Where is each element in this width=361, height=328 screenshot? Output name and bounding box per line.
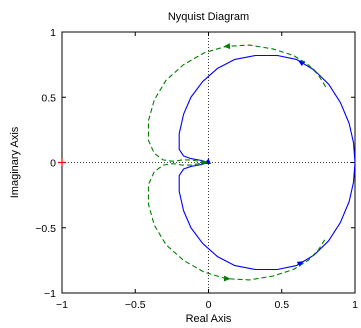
y-tick-label: 1 bbox=[50, 27, 56, 39]
x-tick-label: −0.5 bbox=[125, 299, 146, 311]
series-layer bbox=[147, 43, 355, 282]
direction-arrow-1 bbox=[223, 43, 231, 50]
y-tick-label: 0 bbox=[50, 158, 56, 170]
x-axis-label: Real Axis bbox=[186, 313, 232, 325]
marker-layer bbox=[58, 158, 66, 167]
x-tick-label: −1 bbox=[56, 299, 68, 311]
x-tick-label: 1 bbox=[352, 299, 358, 311]
axis-tick-labels: −1 −0.5 0 0.5 1 −1 −0.5 0 0.5 1 bbox=[35, 27, 358, 311]
chart-title: Nyquist Diagram bbox=[168, 11, 249, 23]
y-tick-label: −0.5 bbox=[35, 223, 56, 235]
direction-arrow-1 bbox=[201, 159, 208, 166]
x-tick-label: 0.5 bbox=[274, 299, 289, 311]
direction-arrow-1 bbox=[223, 275, 231, 282]
y-axis-label: Imaginary Axis bbox=[9, 126, 21, 198]
y-tick-label: −1 bbox=[44, 288, 56, 300]
y-tick-label: 0.5 bbox=[41, 92, 56, 104]
direction-arrow-0 bbox=[296, 261, 304, 268]
x-tick-label: 0 bbox=[206, 299, 212, 311]
